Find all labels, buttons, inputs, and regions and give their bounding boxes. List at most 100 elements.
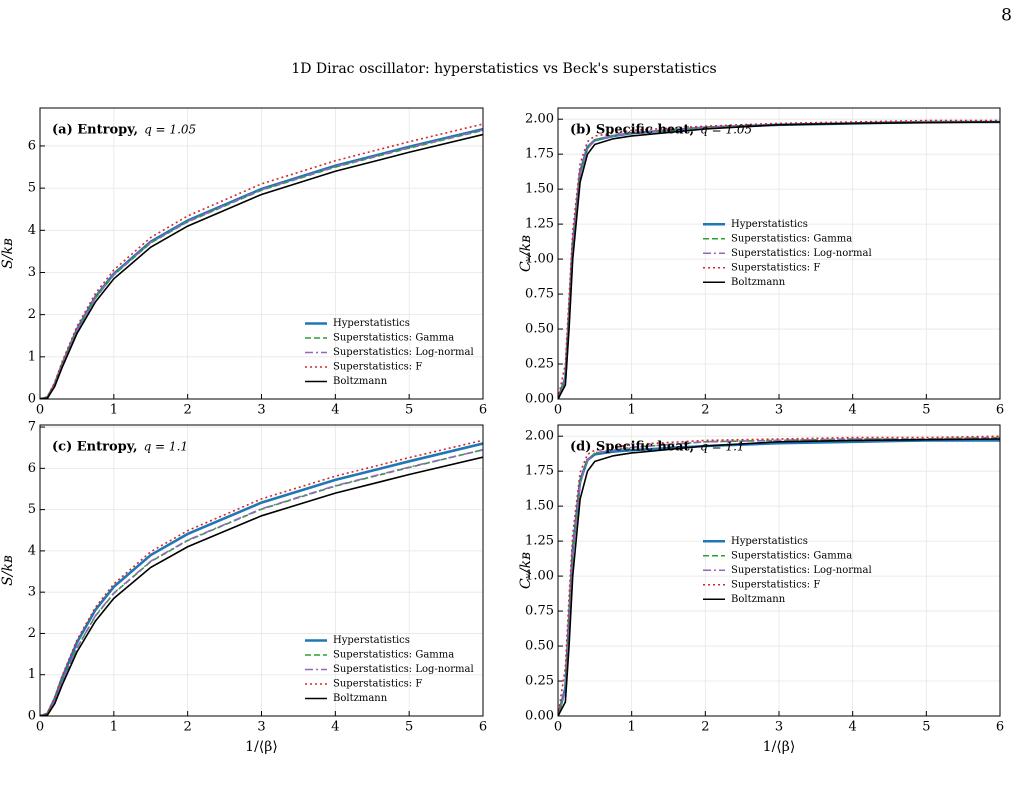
y-tick-label: 2.00 xyxy=(525,112,554,127)
y-tick-label: 0.00 xyxy=(525,709,554,724)
legend-label: Superstatistics: Log-normal xyxy=(333,347,474,358)
legend-label: Superstatistics: Log-normal xyxy=(333,664,474,675)
x-tick-label: 4 xyxy=(331,403,339,418)
x-tick-label: 2 xyxy=(701,720,709,735)
page-number: 8 xyxy=(1001,6,1012,26)
x-tick-label: 0 xyxy=(554,403,562,418)
x-tick-label: 1 xyxy=(110,403,118,418)
series-line xyxy=(558,436,1000,716)
y-tick-label: 2 xyxy=(28,626,36,641)
legend-label: Superstatistics: F xyxy=(333,362,422,373)
panel-annotation: q = 1.1 xyxy=(700,440,744,454)
series-line xyxy=(558,121,1000,399)
y-tick-label: 5 xyxy=(28,502,36,517)
x-tick-label: 6 xyxy=(996,403,1004,418)
x-axis-label: 1/⟨β⟩ xyxy=(245,739,278,755)
y-tick-label: 2.00 xyxy=(525,429,554,444)
series-line xyxy=(558,119,1000,399)
panel-label: (a) Entropy, xyxy=(52,123,138,138)
y-tick-label: 0.50 xyxy=(525,639,554,654)
x-tick-label: 6 xyxy=(479,720,487,735)
legend-label: Hyperstatistics xyxy=(333,318,410,329)
series-line xyxy=(558,121,1000,399)
legend-label: Superstatistics: Gamma xyxy=(731,233,852,244)
x-tick-label: 2 xyxy=(701,403,709,418)
y-tick-label: 1 xyxy=(28,349,36,364)
y-tick-label: 7 xyxy=(28,420,36,435)
panel-label: (b) Specific heat, xyxy=(570,123,694,138)
x-tick-label: 5 xyxy=(405,403,413,418)
x-tick-label: 2 xyxy=(184,720,192,735)
series-line xyxy=(40,133,483,399)
series-line xyxy=(40,448,483,716)
y-tick-label: 0 xyxy=(28,709,36,724)
figure-title: 1D Dirac oscillator: hyperstatistics vs … xyxy=(291,61,716,77)
legend-label: Superstatistics: F xyxy=(731,579,820,590)
series-line xyxy=(558,438,1000,716)
series-line xyxy=(558,435,1000,716)
plot-frame xyxy=(557,424,1001,717)
x-tick-label: 1 xyxy=(110,720,118,735)
y-tick-label: 4 xyxy=(28,543,36,558)
y-tick-label: 1.50 xyxy=(525,499,554,514)
x-axis-label: 1/⟨β⟩ xyxy=(763,739,796,755)
legend-label: Superstatistics: Gamma xyxy=(333,650,454,661)
legend-label: Boltzmann xyxy=(333,693,388,704)
y-tick-label: 4 xyxy=(28,223,36,238)
y-tick-label: 6 xyxy=(28,138,36,153)
series-line xyxy=(40,123,483,399)
y-axis-label: S/kʙ xyxy=(0,555,16,586)
panel-label: (c) Entropy, xyxy=(52,440,138,455)
y-tick-label: 0.75 xyxy=(525,287,554,302)
x-tick-label: 5 xyxy=(922,720,930,735)
series-line xyxy=(40,456,483,716)
panel-annotation: q = 1.05 xyxy=(700,123,752,137)
x-tick-label: 5 xyxy=(405,720,413,735)
x-tick-label: 0 xyxy=(36,403,44,418)
y-tick-label: 0.25 xyxy=(525,674,554,689)
legend-label: Boltzmann xyxy=(333,376,388,387)
x-tick-label: 4 xyxy=(849,720,857,735)
legend-label: Superstatistics: F xyxy=(333,679,422,690)
y-tick-label: 5 xyxy=(28,181,36,196)
x-tick-label: 0 xyxy=(554,720,562,735)
y-tick-label: 0.00 xyxy=(525,392,554,407)
y-tick-label: 6 xyxy=(28,461,36,476)
y-tick-label: 1.00 xyxy=(525,252,554,267)
x-tick-label: 1 xyxy=(628,720,636,735)
x-tick-label: 6 xyxy=(479,403,487,418)
y-tick-label: 1.50 xyxy=(525,182,554,197)
y-tick-label: 3 xyxy=(28,585,36,600)
x-tick-label: 3 xyxy=(257,403,265,418)
legend-label: Hyperstatistics xyxy=(731,219,808,230)
y-tick-label: 1 xyxy=(28,667,36,682)
y-tick-label: 0.50 xyxy=(525,322,554,337)
y-tick-label: 1.75 xyxy=(525,147,554,162)
x-tick-label: 1 xyxy=(628,403,636,418)
legend-label: Hyperstatistics xyxy=(731,536,808,547)
x-tick-label: 4 xyxy=(849,403,857,418)
x-tick-label: 5 xyxy=(922,403,930,418)
legend-label: Superstatistics: Log-normal xyxy=(731,565,872,576)
plot-frame xyxy=(39,107,484,400)
y-tick-label: 1.75 xyxy=(525,464,554,479)
series-line xyxy=(40,442,483,716)
y-tick-label: 1.25 xyxy=(525,217,554,232)
panel-annotation: q = 1.05 xyxy=(144,123,196,137)
y-axis-label: Cᵥ/kʙ xyxy=(518,552,534,589)
x-tick-label: 3 xyxy=(257,720,265,735)
y-tick-label: 3 xyxy=(28,265,36,280)
y-axis-label: S/kʙ xyxy=(0,238,16,269)
y-tick-label: 0.25 xyxy=(525,357,554,372)
panel-label: (d) Specific heat, xyxy=(570,440,694,455)
legend-label: Hyperstatistics xyxy=(333,635,410,646)
x-tick-label: 3 xyxy=(775,720,783,735)
legend-label: Superstatistics: Log-normal xyxy=(731,248,872,259)
legend-label: Boltzmann xyxy=(731,594,786,605)
legend-label: Superstatistics: Gamma xyxy=(333,333,454,344)
x-tick-label: 6 xyxy=(996,720,1004,735)
series-line xyxy=(40,439,483,716)
x-tick-label: 4 xyxy=(331,720,339,735)
y-tick-label: 0.75 xyxy=(525,604,554,619)
